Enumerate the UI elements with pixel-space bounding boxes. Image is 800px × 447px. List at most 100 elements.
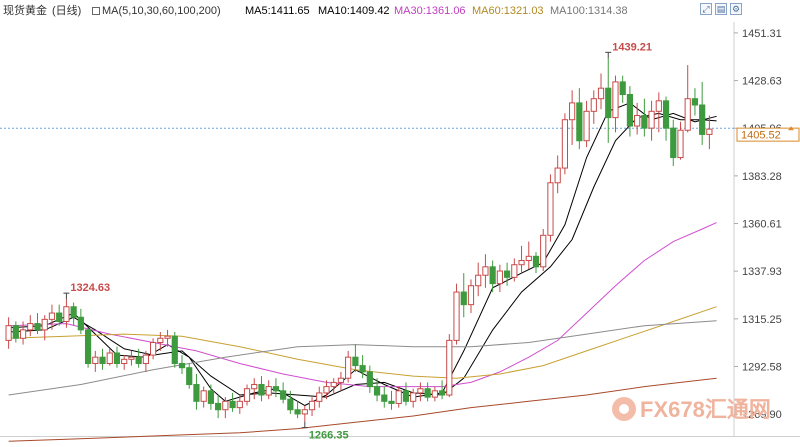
candle-body-up: [590, 98, 597, 112]
candle-body-down: [670, 127, 677, 159]
candle-body-down: [287, 398, 294, 411]
candle: [77, 308, 84, 335]
candle-body-down: [504, 270, 511, 278]
candle: [106, 348, 113, 366]
candle-body-down: [359, 365, 366, 373]
candle: [691, 88, 699, 116]
candle: [561, 113, 568, 175]
ma-line-ma60: [8, 306, 717, 379]
candle: [511, 258, 518, 282]
candle-body-down: [662, 100, 670, 129]
candle-body-down: [135, 356, 142, 364]
ma-line-ma200: [8, 377, 717, 442]
candle-body-down: [229, 400, 236, 409]
candle: [366, 365, 373, 393]
candle-body-up: [5, 325, 12, 341]
candle-body-up: [612, 81, 619, 119]
candle: [34, 313, 41, 335]
candle-body-up: [265, 386, 272, 396]
candle: [467, 279, 475, 314]
candle-body-down: [388, 400, 395, 404]
candle: [186, 363, 193, 389]
candle-body-up: [243, 388, 251, 402]
candle: [48, 304, 56, 330]
candle-body-down: [626, 94, 634, 127]
candle-body-up: [222, 400, 229, 411]
candle-body-up: [395, 390, 402, 404]
candle: [489, 260, 496, 293]
candle-body-up: [634, 115, 641, 127]
candle: [229, 392, 236, 412]
candle: [431, 386, 438, 402]
candle-body-up: [706, 128, 713, 135]
candle: [634, 102, 641, 135]
y-tick-label: 1269.90: [742, 409, 782, 421]
candle-body-down: [178, 362, 186, 369]
expand-icon[interactable]: ⤢: [700, 3, 712, 15]
candle-body-down: [56, 312, 63, 322]
candle: [597, 73, 605, 110]
candle-body-up: [569, 102, 576, 121]
candle: [56, 304, 63, 326]
candle: [540, 229, 547, 272]
candle: [280, 382, 287, 404]
candle: [496, 264, 503, 293]
candle: [525, 241, 532, 269]
candle-body-up: [453, 291, 460, 341]
candle-body-up: [547, 182, 554, 236]
candle: [330, 378, 337, 396]
candle: [63, 299, 70, 328]
candle-body-up: [106, 352, 113, 364]
current-price-box: [736, 127, 800, 142]
candle-body-down: [34, 323, 41, 331]
candle-body-up: [677, 129, 684, 159]
candle: [388, 390, 395, 410]
candle: [345, 350, 352, 383]
candle-body-down: [12, 325, 19, 339]
y-tick-label: 1383.28: [742, 171, 782, 183]
candle: [178, 355, 186, 375]
candle-body-up: [92, 356, 99, 364]
candle-body-down: [272, 386, 280, 392]
candle: [518, 245, 525, 274]
candle: [373, 378, 381, 402]
candle-body-down: [402, 390, 410, 402]
candle: [27, 315, 34, 337]
candle: [301, 405, 308, 422]
settings-icon[interactable]: ⚙: [730, 3, 742, 15]
candle-body-up: [142, 354, 149, 364]
candle: [619, 75, 626, 103]
candle-body-down: [294, 409, 301, 415]
candle-body-up: [525, 255, 532, 262]
y-tick-label: 1337.93: [742, 266, 782, 278]
y-tick-label: 1292.58: [742, 361, 782, 373]
candle: [193, 374, 200, 410]
candle-body-up: [417, 388, 424, 394]
ma100-readout: MA100:1314.38: [550, 5, 628, 17]
export-icon[interactable]: ▤: [715, 3, 727, 15]
candle-body-up: [511, 264, 518, 278]
candle-body-up: [431, 390, 438, 398]
candle: [5, 317, 12, 349]
candle: [236, 395, 243, 414]
candle-body-up: [518, 260, 525, 266]
candle-body-down: [381, 394, 388, 402]
candle: [84, 327, 92, 368]
candle-body-up: [150, 341, 157, 356]
candle: [576, 88, 583, 150]
candle-body-up: [655, 100, 662, 112]
candle: [308, 397, 316, 417]
candle-body-up: [561, 119, 568, 169]
candle-body-down: [352, 356, 359, 367]
candle: [19, 321, 27, 345]
candle: [670, 119, 677, 166]
candle: [706, 115, 713, 150]
candle: [626, 86, 634, 137]
ma-toggle-icon[interactable]: [92, 7, 100, 15]
candle: [482, 254, 489, 288]
instrument-name: 现货黄金: [3, 5, 47, 17]
candle: [583, 100, 590, 148]
candle: [164, 329, 171, 347]
candle-body-up: [121, 358, 128, 364]
